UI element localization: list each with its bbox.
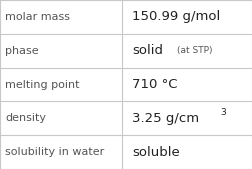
Text: density: density <box>5 113 46 123</box>
Text: phase: phase <box>5 46 39 56</box>
Text: 3: 3 <box>220 108 226 117</box>
Text: 710 °C: 710 °C <box>132 78 178 91</box>
Text: 3.25 g/cm: 3.25 g/cm <box>132 112 199 125</box>
Text: solubility in water: solubility in water <box>5 147 104 157</box>
Text: soluble: soluble <box>132 146 180 159</box>
Text: (at STP): (at STP) <box>177 46 213 55</box>
Text: molar mass: molar mass <box>5 12 70 22</box>
Text: solid: solid <box>132 44 163 57</box>
Text: 150.99 g/mol: 150.99 g/mol <box>132 10 220 23</box>
Text: melting point: melting point <box>5 79 80 90</box>
